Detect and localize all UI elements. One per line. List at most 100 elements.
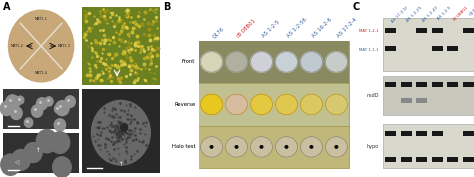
FancyBboxPatch shape <box>385 156 396 161</box>
Text: IB 08B01: IB 08B01 <box>453 5 469 21</box>
Circle shape <box>31 105 43 117</box>
Circle shape <box>201 52 223 72</box>
Text: MAT 1-2-1: MAT 1-2-1 <box>359 29 379 33</box>
Circle shape <box>275 137 298 157</box>
Circle shape <box>210 146 213 148</box>
FancyBboxPatch shape <box>82 7 160 85</box>
FancyBboxPatch shape <box>385 131 396 136</box>
Circle shape <box>325 137 347 157</box>
Circle shape <box>53 157 71 177</box>
Circle shape <box>201 94 223 115</box>
Text: MAT1-2: MAT1-2 <box>11 44 24 48</box>
FancyBboxPatch shape <box>463 131 474 136</box>
Text: Front: Front <box>182 59 195 64</box>
Circle shape <box>235 146 238 148</box>
Circle shape <box>0 101 13 116</box>
Text: AS 1-2-43: AS 1-2-43 <box>422 5 438 22</box>
Text: AS 1-2-5: AS 1-2-5 <box>262 19 281 39</box>
FancyBboxPatch shape <box>385 28 396 33</box>
FancyBboxPatch shape <box>199 83 349 126</box>
Circle shape <box>55 105 62 113</box>
FancyBboxPatch shape <box>432 156 443 161</box>
Text: MAT 1-1-1: MAT 1-1-1 <box>359 48 379 52</box>
FancyBboxPatch shape <box>3 133 79 173</box>
FancyBboxPatch shape <box>385 46 396 51</box>
Text: ↑: ↑ <box>118 162 123 167</box>
FancyBboxPatch shape <box>199 41 349 83</box>
Circle shape <box>120 124 128 131</box>
Circle shape <box>250 137 273 157</box>
Text: IB 08B01: IB 08B01 <box>237 19 257 39</box>
Circle shape <box>275 52 298 72</box>
Circle shape <box>201 137 223 157</box>
Circle shape <box>36 130 57 153</box>
FancyBboxPatch shape <box>199 41 349 168</box>
Circle shape <box>301 94 322 115</box>
Text: Reverse: Reverse <box>174 102 195 107</box>
Text: Q176: Q176 <box>211 25 225 39</box>
FancyBboxPatch shape <box>432 131 443 136</box>
Circle shape <box>55 101 69 116</box>
Text: AS 1-2-56: AS 1-2-56 <box>286 17 308 39</box>
Circle shape <box>325 52 347 72</box>
Text: B: B <box>163 2 171 12</box>
FancyBboxPatch shape <box>432 82 443 87</box>
Text: AS 17-2-1f: AS 17-2-1f <box>391 5 409 23</box>
Circle shape <box>17 96 24 104</box>
Circle shape <box>275 94 298 115</box>
FancyBboxPatch shape <box>401 98 411 103</box>
FancyBboxPatch shape <box>383 124 474 168</box>
Text: nsdD: nsdD <box>366 93 379 98</box>
Text: AS 1-2-5: AS 1-2-5 <box>437 5 453 21</box>
FancyBboxPatch shape <box>416 98 427 103</box>
Text: AS 1-2-25: AS 1-2-25 <box>406 5 423 22</box>
Circle shape <box>54 119 65 131</box>
Text: MAT1-3: MAT1-3 <box>58 44 71 48</box>
Circle shape <box>9 10 74 82</box>
Text: AS 17-2-4: AS 17-2-4 <box>337 17 358 39</box>
FancyBboxPatch shape <box>432 28 443 33</box>
FancyBboxPatch shape <box>432 46 443 51</box>
Circle shape <box>325 94 347 115</box>
FancyBboxPatch shape <box>385 82 396 87</box>
Text: C: C <box>352 2 359 12</box>
Circle shape <box>226 52 247 72</box>
Circle shape <box>250 52 273 72</box>
Circle shape <box>24 143 42 162</box>
FancyBboxPatch shape <box>199 126 349 168</box>
FancyBboxPatch shape <box>82 88 160 173</box>
FancyBboxPatch shape <box>401 156 411 161</box>
FancyBboxPatch shape <box>447 156 458 161</box>
Circle shape <box>45 97 53 106</box>
Text: ◁: ◁ <box>14 161 18 166</box>
FancyBboxPatch shape <box>416 28 427 33</box>
FancyBboxPatch shape <box>447 82 458 87</box>
FancyBboxPatch shape <box>416 82 427 87</box>
Circle shape <box>1 154 20 175</box>
FancyBboxPatch shape <box>463 82 474 87</box>
Circle shape <box>301 137 322 157</box>
FancyBboxPatch shape <box>416 156 427 161</box>
FancyBboxPatch shape <box>383 76 474 115</box>
Circle shape <box>36 98 47 110</box>
Circle shape <box>301 52 322 72</box>
FancyBboxPatch shape <box>416 131 427 136</box>
Circle shape <box>91 100 150 165</box>
Text: MAT1-4: MAT1-4 <box>35 71 47 75</box>
Text: Halo test: Halo test <box>172 144 195 149</box>
Circle shape <box>260 146 263 148</box>
FancyBboxPatch shape <box>3 88 79 129</box>
Circle shape <box>50 132 70 153</box>
FancyBboxPatch shape <box>463 156 474 161</box>
Text: Q176: Q176 <box>468 5 474 16</box>
FancyBboxPatch shape <box>401 131 411 136</box>
Circle shape <box>11 150 30 170</box>
FancyBboxPatch shape <box>401 82 411 87</box>
Circle shape <box>310 146 313 148</box>
Circle shape <box>65 96 75 107</box>
Text: ↑: ↑ <box>36 148 41 153</box>
FancyBboxPatch shape <box>383 18 474 71</box>
Circle shape <box>226 94 247 115</box>
Text: AS 16-2-6: AS 16-2-6 <box>311 17 333 39</box>
FancyBboxPatch shape <box>3 7 79 85</box>
